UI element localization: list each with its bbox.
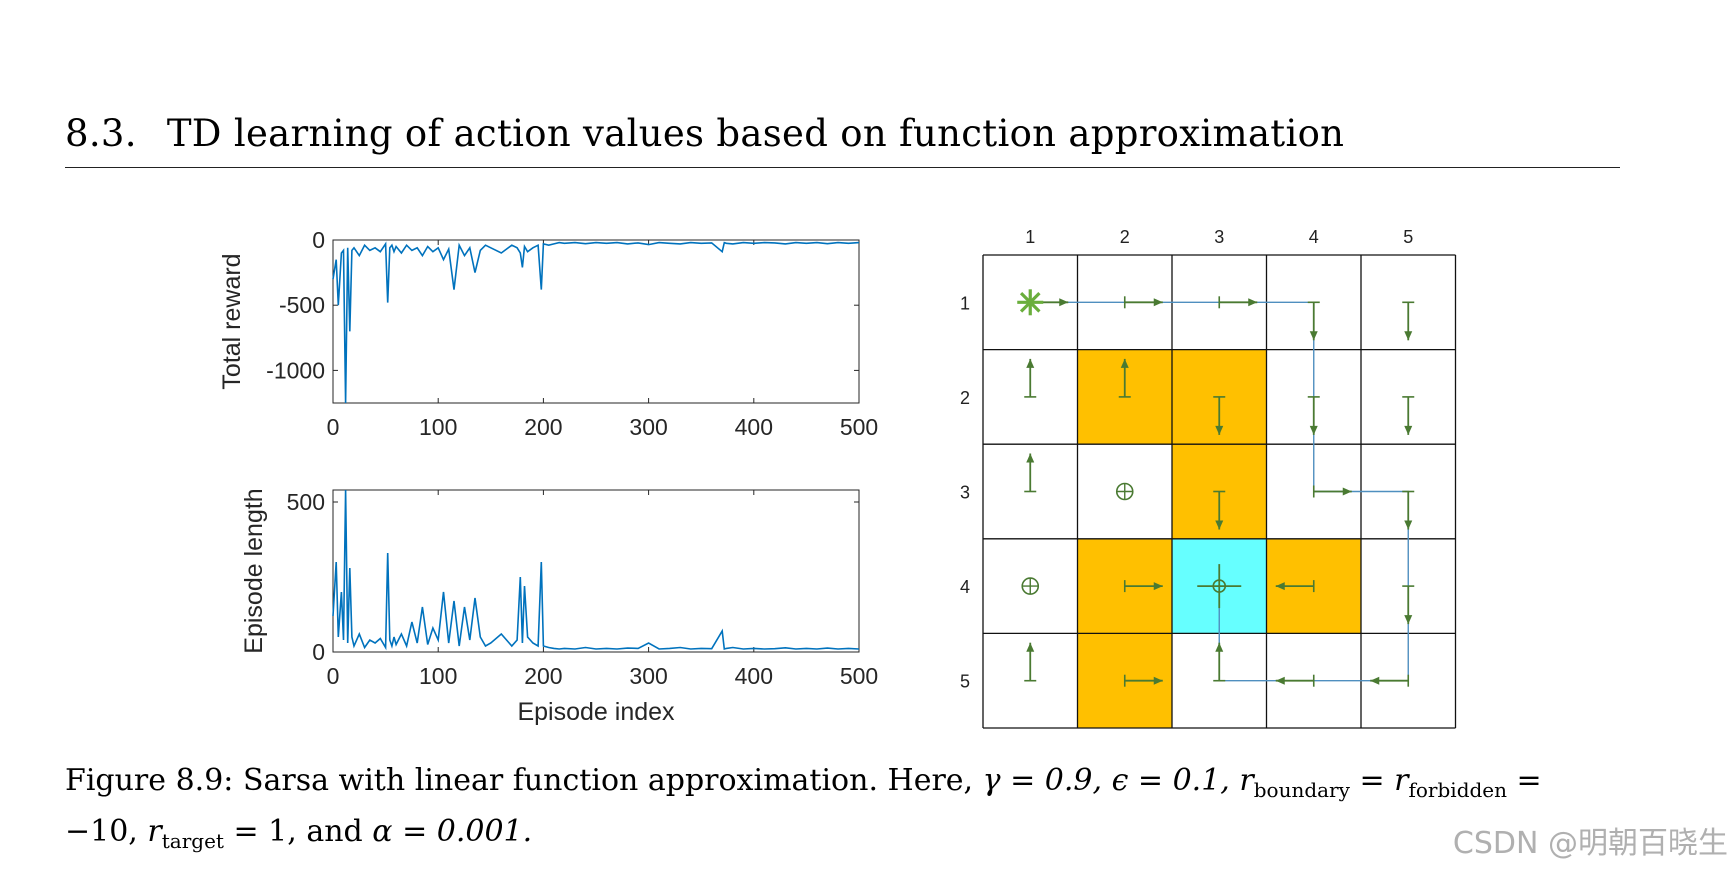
grid-row-label: 2 — [960, 388, 970, 408]
caption-text: Sarsa with linear function approximation… — [242, 763, 878, 798]
chart-1-ylabel: Episode length — [240, 488, 268, 653]
policy-arrow-head — [1026, 358, 1035, 368]
policy-arrow-head — [1404, 615, 1413, 625]
section-title: TD learning of action values based on fu… — [166, 112, 1345, 155]
policy-arrow-head — [1309, 331, 1318, 341]
grid-col-label: 4 — [1309, 227, 1319, 247]
chart-0-xtick-label: 100 — [419, 414, 457, 440]
section-header: 8.3. TD learning of action values based o… — [65, 112, 1344, 155]
policy-arrow-head — [1275, 582, 1285, 591]
caption-line2-rest: = 1, and — [233, 814, 363, 849]
chart-1-xtick-label: 0 — [327, 663, 340, 689]
caption-epsilon: ϵ = 0.1, — [1111, 763, 1230, 798]
policy-arrow-head — [1026, 453, 1035, 463]
caption-gamma: γ = 0.9, — [982, 763, 1103, 798]
caption-equals-end: = — [1507, 763, 1542, 798]
chart-0-xtick-label: 500 — [840, 414, 878, 440]
grid-col-label: 1 — [1025, 227, 1035, 247]
caption-r-target: rtarget — [147, 814, 224, 853]
caption-r-forbidden: rforbidden — [1394, 763, 1508, 802]
chart-0-ytick-label: -500 — [279, 292, 325, 318]
caption-equals: = — [1349, 763, 1395, 798]
policy-arrow-head — [1026, 642, 1035, 652]
policy-arrow-head — [1275, 676, 1285, 685]
grid-col-label: 2 — [1120, 227, 1130, 247]
chart-0-axes-box — [332, 239, 860, 404]
policy-arrow-head — [1120, 358, 1129, 368]
chart-1-axes-box — [332, 489, 860, 653]
chart-0-ytick-label: 0 — [312, 227, 325, 253]
policy-arrow-head — [1215, 642, 1224, 652]
gridworld-figure: 1 2 3 4 5 1 2 3 4 5 — [960, 227, 1457, 729]
policy-arrow-head — [1404, 425, 1413, 435]
chart-1-series-line — [332, 489, 860, 651]
chart-1-xtick-label: 300 — [629, 663, 667, 689]
policy-arrow-head — [1309, 425, 1318, 435]
start-star-icon — [1019, 291, 1041, 313]
policy-arrow-head — [1215, 425, 1224, 435]
chart-0-xtick-label: 200 — [524, 414, 562, 440]
policy-arrow-head — [1153, 298, 1163, 307]
policy-arrow-head — [1153, 582, 1163, 591]
section-number: 8.3. — [65, 112, 137, 155]
chart-1-xlabel: Episode index — [517, 698, 675, 726]
watermark: CSDN @明朝百晓生 — [1452, 826, 1728, 861]
chart-1-xtick-label: 500 — [840, 663, 878, 689]
policy-arrow-head — [1153, 676, 1163, 685]
grid-col-label: 3 — [1214, 227, 1224, 247]
caption-value-neg10: −10, — [65, 814, 138, 849]
target-stay-circle — [1212, 579, 1227, 593]
chart-1-ytick-label: 0 — [312, 639, 325, 665]
policy-arrow-head — [1215, 520, 1224, 530]
chart-0-ylabel: Total reward — [218, 253, 246, 389]
caption-prefix: Figure 8.9: — [65, 763, 234, 798]
grid-row-label: 1 — [960, 293, 970, 313]
policy-arrow-head — [1059, 298, 1069, 307]
chart-1-xtick-label: 100 — [419, 663, 457, 689]
caption-here: Here, — [887, 763, 974, 798]
grid-row-label: 5 — [960, 672, 970, 692]
grid-row-label: 3 — [960, 483, 970, 503]
caption-r-boundary: rboundary — [1239, 763, 1350, 802]
chart-0-ytick-label: -1000 — [266, 357, 325, 383]
figure-caption: Figure 8.9: Sarsa with linear function a… — [65, 760, 1625, 862]
charts-figure: 0 100 200 300 400 500 0 -500 -1000 Total reward 0 1… — [218, 227, 878, 726]
grid-row-label: 4 — [960, 577, 970, 597]
chart-1-xtick-label: 400 — [735, 663, 773, 689]
policy-arrow-head — [1404, 520, 1413, 530]
chart-0-xtick-label: 300 — [629, 414, 667, 440]
policy-arrow-head — [1342, 487, 1352, 496]
chart-0-xtick-label: 0 — [327, 414, 340, 440]
policy-arrow-head — [1370, 676, 1380, 685]
caption-alpha: α = 0.001. — [372, 814, 533, 849]
chart-0-series-line — [332, 241, 860, 404]
chart-1-xtick-label: 200 — [524, 663, 562, 689]
header-rule — [65, 167, 1620, 168]
policy-arrow-head — [1248, 298, 1258, 307]
chart-1-ytick-label: 500 — [287, 489, 325, 515]
grid-col-label: 5 — [1403, 227, 1413, 247]
policy-arrow-head — [1404, 331, 1413, 341]
chart-0-xtick-label: 400 — [735, 414, 773, 440]
